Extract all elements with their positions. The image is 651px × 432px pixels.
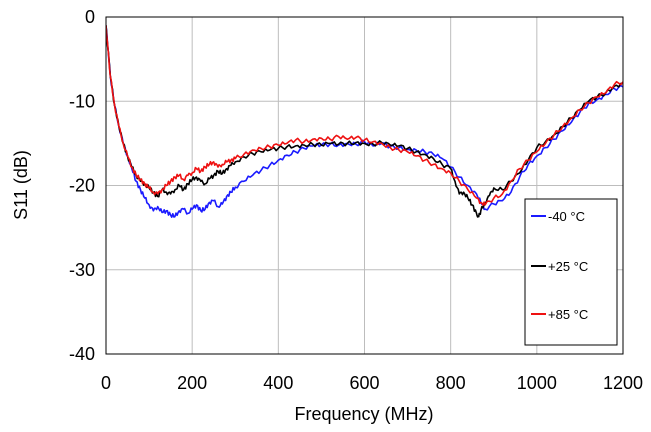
x-tick-label: 400 [263,373,293,393]
series-line [106,25,623,206]
y-tick-label: 0 [85,7,95,27]
x-tick-label: 1000 [517,373,557,393]
x-tick-label: 1200 [603,373,643,393]
y-tick-label: -30 [69,260,95,280]
y-axis-ticks: 0 -10 -20 -30 -40 [69,7,95,364]
y-tick-label: -10 [69,91,95,111]
legend-entry: -40 °C [531,209,585,224]
y-tick-label: -20 [69,176,95,196]
legend-entry: +85 °C [531,307,588,322]
legend-label: +85 °C [548,307,588,322]
legend-box [524,198,618,346]
legend-entry: +25 °C [531,259,588,274]
grid [106,17,623,354]
y-tick-label: -40 [69,344,95,364]
series-layer [106,25,623,218]
x-tick-label: 600 [349,373,379,393]
x-axis-label: Frequency (MHz) [294,404,433,424]
y-axis-label: S11 (dB) [11,150,31,220]
legend-label: -40 °C [548,209,585,224]
series-line [106,25,623,218]
x-tick-label: 0 [101,373,111,393]
x-axis-ticks: 0 200 400 600 800 1000 1200 [101,373,643,393]
x-tick-label: 800 [436,373,466,393]
plot-area-frame [105,16,624,355]
legend: -40 °C +25 °C +85 °C [524,198,618,346]
x-tick-label: 200 [177,373,207,393]
legend-label: +25 °C [548,259,588,274]
